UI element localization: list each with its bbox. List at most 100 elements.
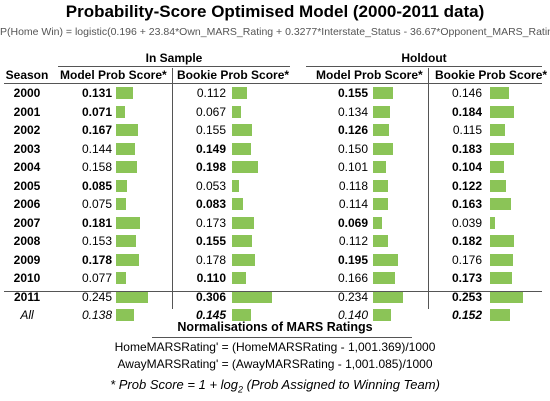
score-cell: 0.146 <box>451 86 482 100</box>
score-bar <box>490 216 495 229</box>
score-bar <box>373 309 391 321</box>
header-in-sample-model: Model Prob Score* <box>60 68 167 82</box>
score-cell: 0.181 <box>81 215 112 230</box>
table-row: 2005 0.085 0.053 0.118 0.122 <box>0 177 550 196</box>
table-row: 2000 0.131 0.112 0.155 0.146 <box>0 84 550 103</box>
score-cell: 0.138 <box>81 308 112 322</box>
score-bar <box>116 124 138 136</box>
score-bar <box>116 253 139 266</box>
table-row: 2008 0.153 0.155 0.112 0.182 <box>0 232 550 251</box>
score-bar <box>116 235 136 247</box>
table-row: All 0.138 0.145 0.140 0.152 <box>0 306 550 325</box>
score-bar <box>373 216 382 229</box>
score-cell: 0.155 <box>195 234 226 248</box>
score-bar <box>490 105 514 118</box>
score-cell: 0.166 <box>337 271 368 285</box>
group-holdout: Holdout <box>401 51 447 65</box>
score-cell: 0.114 <box>338 197 368 211</box>
season-cell: 2010 <box>13 271 41 285</box>
score-cell: 0.112 <box>338 234 368 248</box>
normalisations-underline <box>152 337 412 338</box>
header-holdout-bookie: Bookie Prob Score* <box>435 68 548 82</box>
season-cell: 2008 <box>13 234 41 248</box>
table-row: 2011 0.245 0.306 0.234 0.253 <box>0 288 550 307</box>
header-holdout-model: Model Prob Score* <box>316 68 423 82</box>
season-cell: 2002 <box>13 123 41 137</box>
score-cell: 0.173 <box>195 215 226 230</box>
score-cell: 0.195 <box>337 252 368 267</box>
score-bar <box>490 198 511 210</box>
season-cell: 2005 <box>13 178 41 193</box>
all-row-divider <box>4 291 542 292</box>
score-cell: 0.306 <box>195 289 226 304</box>
footnote: * Prob Score = 1 + log2 (Prob Assigned t… <box>0 377 550 395</box>
score-bar <box>232 235 252 247</box>
score-cell: 0.085 <box>81 178 112 193</box>
score-cell: 0.178 <box>81 252 112 267</box>
score-cell: 0.234 <box>337 289 368 304</box>
score-cell: 0.153 <box>81 234 112 248</box>
score-cell: 0.115 <box>452 123 482 137</box>
score-bar <box>232 272 246 284</box>
score-cell: 0.184 <box>451 104 482 119</box>
score-bar <box>116 105 125 118</box>
normalisations-title: Normalisations of MARS Ratings <box>177 320 373 334</box>
score-cell: 0.158 <box>81 160 112 174</box>
score-bar <box>232 161 258 173</box>
score-bar <box>116 216 140 229</box>
score-bar <box>373 272 395 284</box>
score-cell: 0.140 <box>337 308 368 322</box>
score-bar <box>116 179 127 192</box>
score-bar <box>232 124 252 136</box>
score-bar <box>232 216 254 229</box>
footnote-suffix: (Prob Assigned to Winning Team) <box>243 377 440 392</box>
score-cell: 0.104 <box>451 160 482 174</box>
score-bar <box>490 309 510 321</box>
score-cell: 0.144 <box>81 141 112 156</box>
score-bar <box>232 290 272 303</box>
score-bar <box>490 124 505 136</box>
season-cell: 2011 <box>13 289 41 304</box>
score-bar <box>232 105 241 118</box>
score-bar <box>490 235 514 247</box>
header-in-sample-bookie: Bookie Prob Score* <box>177 68 290 82</box>
score-bar <box>232 142 251 155</box>
score-bar <box>116 309 134 321</box>
season-cell: 2007 <box>13 215 41 230</box>
score-cell: 0.122 <box>451 178 482 193</box>
score-cell: 0.155 <box>195 123 226 137</box>
normalisation-away: AwayMARSRating' = (AwayMARSRating - 1,00… <box>117 357 433 371</box>
table-row: 2004 0.158 0.198 0.101 0.104 <box>0 158 550 177</box>
score-cell: 0.067 <box>195 104 226 119</box>
score-cell: 0.152 <box>451 308 482 322</box>
column-divider <box>428 68 429 309</box>
table-row: 2007 0.181 0.173 0.069 0.039 <box>0 214 550 233</box>
score-cell: 0.182 <box>451 234 482 248</box>
table-row: 2001 0.071 0.067 0.134 0.184 <box>0 103 550 122</box>
score-bar <box>373 124 389 136</box>
score-cell: 0.071 <box>81 104 112 119</box>
season-cell: 2009 <box>13 252 41 267</box>
score-cell: 0.077 <box>81 271 112 285</box>
score-cell: 0.101 <box>337 160 368 174</box>
score-bar <box>490 290 523 303</box>
normalisation-home: HomeMARSRating' = (HomeMARSRating - 1,00… <box>114 340 436 354</box>
score-bar <box>232 87 247 99</box>
score-bar <box>232 198 243 210</box>
score-cell: 0.145 <box>195 308 226 322</box>
score-cell: 0.167 <box>81 123 112 137</box>
score-bar <box>373 179 388 192</box>
score-bar <box>116 142 135 155</box>
score-bar <box>116 198 126 210</box>
score-bar <box>232 309 251 321</box>
group-in-sample-underline <box>58 66 290 67</box>
score-cell: 0.110 <box>196 271 226 285</box>
score-bar <box>490 87 509 99</box>
score-cell: 0.198 <box>195 160 226 174</box>
table-row: 2009 0.178 0.178 0.195 0.176 <box>0 251 550 270</box>
score-cell: 0.149 <box>195 141 226 156</box>
score-bar <box>232 253 255 266</box>
score-bar <box>373 87 393 99</box>
season-cell: 2006 <box>13 197 41 211</box>
score-bar <box>373 105 390 118</box>
